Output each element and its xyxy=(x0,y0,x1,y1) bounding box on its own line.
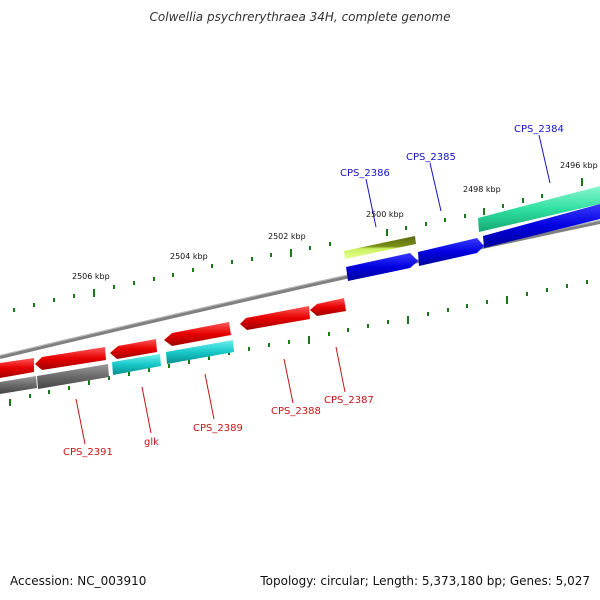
gene-label-cps-2385[interactable]: CPS_2385 xyxy=(406,152,456,163)
map-title: Colwellia psychrerythraea 34H, complete … xyxy=(149,10,451,24)
leader-line-cps-2385 xyxy=(429,162,442,212)
leader-line-cps-2391 xyxy=(75,398,86,445)
gene-feature-cps-2386-outer[interactable] xyxy=(344,236,416,259)
genome-backbone xyxy=(0,220,600,359)
gene-label-cps-2387[interactable]: CPS_2387 xyxy=(324,395,374,406)
inner-tick-row xyxy=(9,280,588,406)
gene-feature-cps-2391-inner-b xyxy=(37,364,109,389)
leader-line-cps-2386 xyxy=(365,178,377,228)
gene-feature-cps-2387[interactable] xyxy=(310,298,346,316)
scale-label: 2502 kbp xyxy=(268,232,306,241)
leader-line-cps-2384 xyxy=(538,134,551,184)
gene-label-cps-2386[interactable]: CPS_2386 xyxy=(340,168,390,179)
genome-summary-text: Topology: circular; Length: 5,373,180 bp… xyxy=(260,574,590,588)
leader-line-glk xyxy=(141,386,152,434)
gene-label-cps-2388[interactable]: CPS_2388 xyxy=(271,406,321,417)
gene-feature-glk-inner xyxy=(112,354,161,375)
gene-feature-cps-2388[interactable] xyxy=(240,306,310,330)
scale-label: 2500 kbp xyxy=(366,210,404,219)
gene-feature-cps-2386[interactable] xyxy=(346,253,418,281)
outer-tick-row xyxy=(13,178,583,312)
gene-feature-cps-2391[interactable] xyxy=(0,358,34,378)
gene-feature-glk[interactable] xyxy=(110,339,157,359)
gene-feature-cps-2384[interactable] xyxy=(483,204,600,248)
gene-feature-cps-2389[interactable] xyxy=(164,322,231,346)
gene-feature-cps-2384-outer[interactable] xyxy=(478,186,600,232)
scale-label: 2506 kbp xyxy=(72,272,110,281)
leader-line-cps-2387 xyxy=(335,346,346,393)
gene-label-cps-2384[interactable]: CPS_2384 xyxy=(514,124,564,135)
scale-label: 2496 kbp xyxy=(560,161,598,170)
leader-line-cps-2388 xyxy=(283,358,294,404)
scale-label: 2504 kbp xyxy=(170,252,208,261)
scale-label: 2498 kbp xyxy=(463,185,501,194)
gene-label-cps-2391[interactable]: CPS_2391 xyxy=(63,447,113,458)
gene-feature-cps-2391-inner-a xyxy=(0,376,37,394)
gene-label-glk[interactable]: glk xyxy=(144,437,159,448)
gene-feature-cps-2389-inner xyxy=(166,340,234,364)
gene-feature-cps-2391-b[interactable] xyxy=(35,347,106,370)
leader-line-cps-2389 xyxy=(204,373,215,420)
gene-feature-cps-2385[interactable] xyxy=(418,238,484,266)
accession-text: Accession: NC_003910 xyxy=(10,574,147,588)
gene-label-cps-2389[interactable]: CPS_2389 xyxy=(193,423,243,434)
